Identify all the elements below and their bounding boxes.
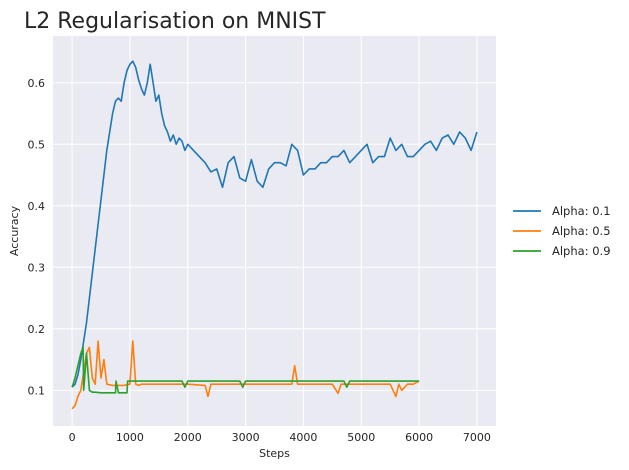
- x-tick-label: 4000: [289, 431, 317, 444]
- series-line-1: [71, 60, 478, 388]
- y-tick-label: 0.2: [28, 323, 46, 336]
- x-tick-label: 5000: [347, 431, 375, 444]
- x-tick-label: 7000: [463, 431, 491, 444]
- y-tick-labels: 0.1 0.2 0.3 0.4 0.5 0.6: [28, 77, 46, 398]
- x-tick-label: 6000: [405, 431, 433, 444]
- x-tick-label: 1000: [116, 431, 144, 444]
- y-tick-label: 0.3: [28, 261, 46, 274]
- legend-label-3: Alpha: 0.9: [552, 244, 611, 258]
- x-axis-label: Steps: [259, 447, 290, 460]
- legend: Alpha: 0.1 Alpha: 0.5 Alpha: 0.9: [513, 204, 611, 258]
- y-tick-label: 0.1: [28, 384, 46, 397]
- series-line-3: [71, 346, 420, 394]
- series-line-2: [71, 340, 420, 410]
- y-tick-label: 0.4: [28, 200, 46, 213]
- plot-area: [53, 36, 496, 426]
- series-lines: [71, 60, 478, 410]
- x-tick-label: 2000: [174, 431, 202, 444]
- legend-label-1: Alpha: 0.1: [552, 204, 611, 218]
- y-axis-label: Accuracy: [8, 205, 21, 256]
- y-tick-label: 0.5: [28, 138, 46, 151]
- x-tick-labels: 0 1000 2000 3000 4000 5000 6000 7000: [69, 431, 491, 444]
- legend-label-2: Alpha: 0.5: [552, 224, 611, 238]
- x-tick-label: 3000: [232, 431, 260, 444]
- grid: [53, 36, 496, 426]
- y-tick-label: 0.6: [28, 77, 46, 90]
- x-tick-label: 0: [69, 431, 76, 444]
- chart-title: L2 Regularisation on MNIST: [24, 9, 326, 34]
